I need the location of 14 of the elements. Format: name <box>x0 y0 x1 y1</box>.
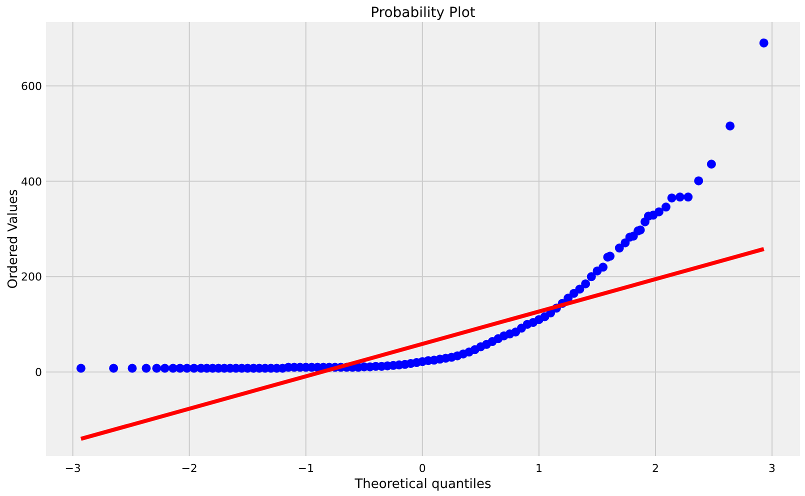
y-axis-title: Ordered Values <box>6 189 21 289</box>
x-tick-label: −3 <box>64 462 81 475</box>
chart-title: Probability Plot <box>370 5 476 21</box>
x-tick-label: 1 <box>535 462 542 475</box>
y-tick-label: 0 <box>35 366 42 380</box>
x-tick-label: −1 <box>298 462 314 475</box>
x-tick-label: 3 <box>768 462 776 475</box>
x-tick-label: 0 <box>418 462 426 475</box>
x-tick-label: 2 <box>652 462 659 475</box>
y-tick-label: 200 <box>21 270 42 284</box>
x-tick-label: −2 <box>181 462 198 475</box>
x-axis-title: Theoretical quantiles <box>354 477 492 492</box>
y-tick-label: 400 <box>21 175 42 188</box>
y-tick-label: 600 <box>21 80 42 93</box>
